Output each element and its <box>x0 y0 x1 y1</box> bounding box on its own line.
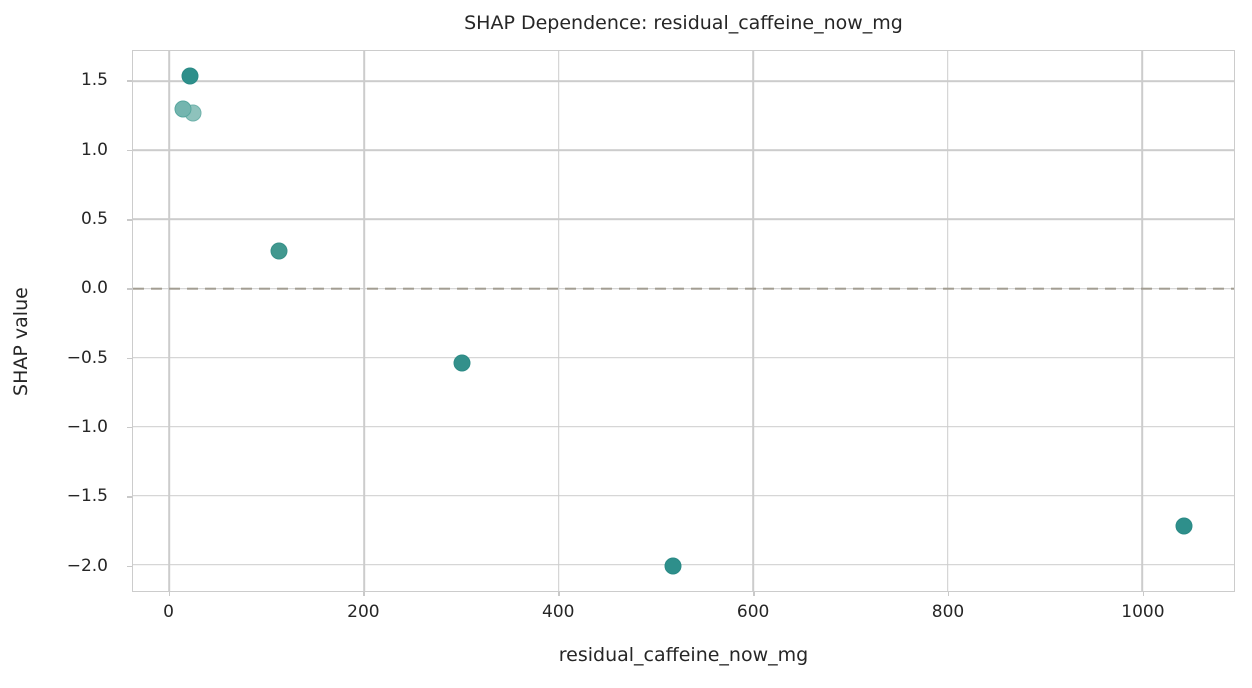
x-tick-mark <box>363 592 365 596</box>
x-gridline <box>363 51 365 591</box>
y-tick-labels: 1.5 1.0 0.5 0.0 −0.5 −1.0 −1.5 −2.0 <box>0 50 120 592</box>
y-gridline <box>133 149 1234 152</box>
y-tick-label: −0.5 <box>66 347 108 368</box>
scatter-point <box>1175 517 1193 535</box>
x-tick-mark <box>753 592 755 596</box>
scatter-point <box>181 67 199 85</box>
x-axis-label: residual_caffeine_now_mg <box>558 644 809 666</box>
y-gridline <box>133 80 1234 83</box>
y-tick-label: 1.0 <box>80 139 108 160</box>
y-tick-mark <box>127 219 132 221</box>
y-tick-label: −1.5 <box>66 486 108 507</box>
scatter-point <box>270 242 288 260</box>
y-gridline <box>133 563 1234 566</box>
y-gridline <box>133 356 1234 359</box>
x-tick-label: 200 <box>347 602 380 622</box>
x-gridline <box>946 51 949 591</box>
x-gridline <box>752 51 754 591</box>
y-tick-label: −1.0 <box>66 417 108 438</box>
x-tick-label: 800 <box>931 602 965 622</box>
plot-area <box>132 50 1235 592</box>
x-tick-label: 400 <box>542 602 575 622</box>
x-tick-mark <box>1142 592 1145 596</box>
y-tick-mark <box>127 565 132 568</box>
x-tick-labels: 0 200 400 600 800 1000 <box>132 602 1235 626</box>
y-gridline <box>133 494 1234 497</box>
y-gridline <box>133 425 1234 428</box>
x-gridline <box>168 51 171 591</box>
x-tick-label: 1000 <box>1121 602 1165 622</box>
scatter-point <box>453 354 471 372</box>
y-tick-mark <box>127 357 132 360</box>
scatter-point <box>174 100 192 118</box>
zero-reference-line <box>133 287 1234 290</box>
y-tick-label: 0.0 <box>80 278 108 299</box>
y-tick-mark <box>127 496 132 498</box>
x-tick-label: 600 <box>736 602 770 622</box>
y-tick-label: −2.0 <box>66 555 108 576</box>
scatter-point <box>664 557 682 575</box>
x-tick-mark <box>558 592 560 596</box>
chart-title: SHAP Dependence: residual_caffeine_now_m… <box>464 12 903 34</box>
x-tick-label: 0 <box>163 602 174 622</box>
y-tick-mark <box>127 149 132 152</box>
y-tick-mark <box>127 427 132 429</box>
y-tick-label: 0.5 <box>80 209 108 230</box>
y-gridline <box>133 218 1234 221</box>
y-tick-mark <box>127 80 132 82</box>
x-gridline <box>557 51 560 591</box>
y-tick-label: 1.5 <box>80 70 108 91</box>
x-tick-mark <box>948 592 950 596</box>
x-gridline <box>1141 51 1143 591</box>
x-tick-mark <box>168 592 170 596</box>
y-tick-mark <box>127 288 132 290</box>
